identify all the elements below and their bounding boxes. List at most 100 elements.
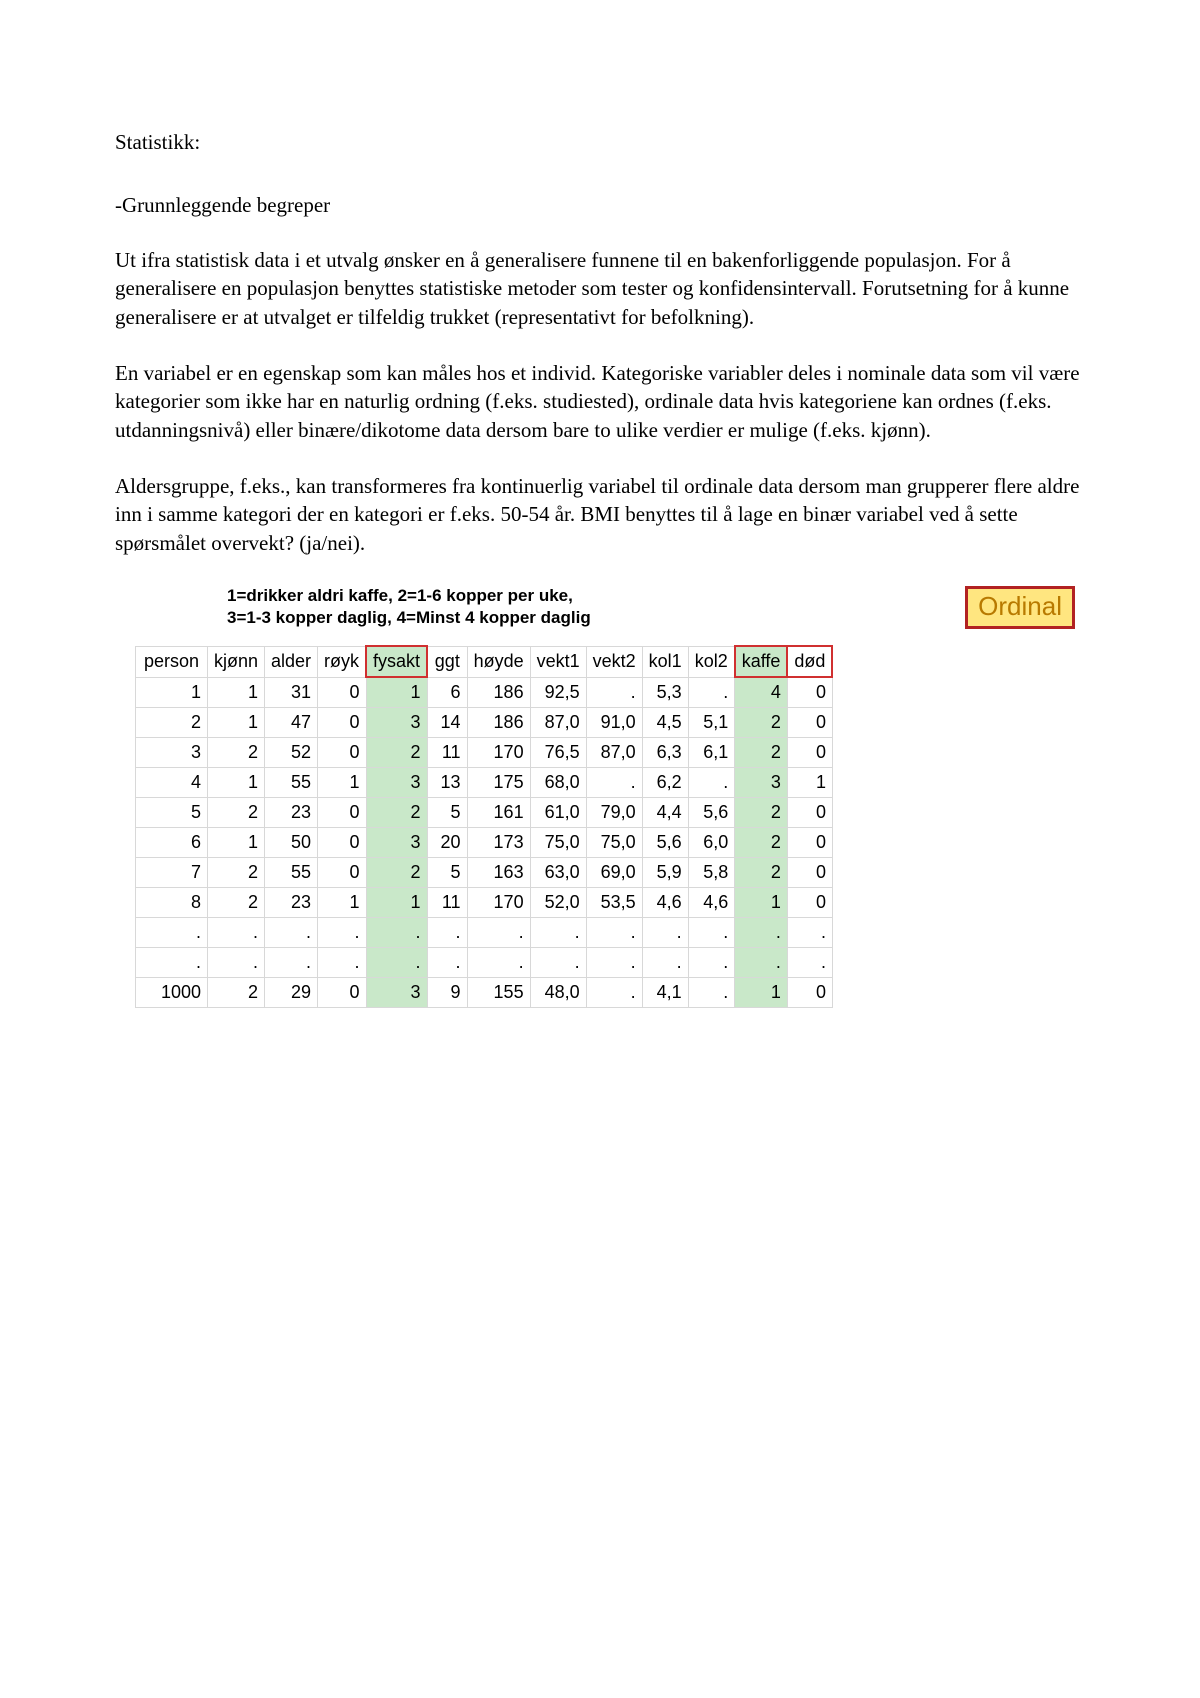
table-row: 725502516363,069,05,95,820 bbox=[136, 858, 833, 888]
cell: . bbox=[366, 948, 427, 978]
cell: 11 bbox=[427, 888, 467, 918]
cell: 1 bbox=[208, 677, 265, 708]
cell: 186 bbox=[467, 708, 530, 738]
page-subtitle: -Grunnleggende begreper bbox=[115, 193, 1085, 218]
table-row: 3252021117076,587,06,36,120 bbox=[136, 738, 833, 768]
col-vekt2: vekt2 bbox=[586, 646, 642, 677]
cell: 4,6 bbox=[642, 888, 688, 918]
cell: 6,1 bbox=[688, 738, 735, 768]
cell: 8 bbox=[136, 888, 208, 918]
cell: 0 bbox=[318, 708, 367, 738]
cell: . bbox=[265, 918, 318, 948]
cell: 2 bbox=[366, 798, 427, 828]
cell: 0 bbox=[787, 708, 832, 738]
cell: 79,0 bbox=[586, 798, 642, 828]
cell: 7 bbox=[136, 858, 208, 888]
cell: 1 bbox=[136, 677, 208, 708]
cell: 2 bbox=[366, 738, 427, 768]
cell: 1 bbox=[787, 768, 832, 798]
cell: 4 bbox=[735, 677, 788, 708]
cell: . bbox=[787, 948, 832, 978]
cell: . bbox=[208, 918, 265, 948]
cell: 55 bbox=[265, 858, 318, 888]
cell: 5,6 bbox=[642, 828, 688, 858]
table-body: 113101618692,5.5,3.402147031418687,091,0… bbox=[136, 677, 833, 1008]
cell: 76,5 bbox=[530, 738, 586, 768]
cell: 0 bbox=[318, 978, 367, 1008]
cell: 61,0 bbox=[530, 798, 586, 828]
cell: . bbox=[427, 918, 467, 948]
cell: 5,6 bbox=[688, 798, 735, 828]
cell: 175 bbox=[467, 768, 530, 798]
cell: 11 bbox=[427, 738, 467, 768]
page-title: Statistikk: bbox=[115, 130, 1085, 155]
cell: 6 bbox=[136, 828, 208, 858]
cell: 55 bbox=[265, 768, 318, 798]
cell: 3 bbox=[366, 708, 427, 738]
cell: 53,5 bbox=[586, 888, 642, 918]
cell: 87,0 bbox=[530, 708, 586, 738]
cell: 1 bbox=[208, 828, 265, 858]
cell: 0 bbox=[787, 888, 832, 918]
cell: . bbox=[427, 948, 467, 978]
col-person: person bbox=[136, 646, 208, 677]
cell: . bbox=[586, 948, 642, 978]
cell: 3 bbox=[366, 768, 427, 798]
table-head: personkjønnalderrøykfysaktggthøydevekt1v… bbox=[136, 646, 833, 677]
col-høyde: høyde bbox=[467, 646, 530, 677]
cell: 6 bbox=[427, 677, 467, 708]
cell: . bbox=[586, 677, 642, 708]
cell: 186 bbox=[467, 677, 530, 708]
cell: 2 bbox=[735, 738, 788, 768]
paragraph-1: Ut ifra statistisk data i et utvalg ønsk… bbox=[115, 246, 1085, 331]
col-kaffe: kaffe bbox=[735, 646, 788, 677]
col-ggt: ggt bbox=[427, 646, 467, 677]
cell: 6,0 bbox=[688, 828, 735, 858]
cell: 1 bbox=[208, 708, 265, 738]
cell: 2 bbox=[208, 978, 265, 1008]
cell: 20 bbox=[427, 828, 467, 858]
cell: 2 bbox=[735, 828, 788, 858]
cell: 23 bbox=[265, 798, 318, 828]
cell: . bbox=[586, 768, 642, 798]
cell: 1 bbox=[366, 677, 427, 708]
paragraph-3: Aldersgruppe, f.eks., kan transformeres … bbox=[115, 472, 1085, 557]
cell: . bbox=[467, 948, 530, 978]
cell: 1 bbox=[208, 768, 265, 798]
cell: . bbox=[688, 948, 735, 978]
cell: . bbox=[265, 948, 318, 978]
table-row: 2147031418687,091,04,55,120 bbox=[136, 708, 833, 738]
table-row: ............. bbox=[136, 948, 833, 978]
cell: . bbox=[688, 978, 735, 1008]
cell: . bbox=[688, 677, 735, 708]
cell: 0 bbox=[787, 738, 832, 768]
cell: 2 bbox=[735, 708, 788, 738]
cell: . bbox=[688, 918, 735, 948]
table-caption-row: 1=drikker aldri kaffe, 2=1-6 kopper per … bbox=[115, 585, 1085, 629]
cell: . bbox=[586, 918, 642, 948]
table-row: 100022903915548,0.4,1.10 bbox=[136, 978, 833, 1008]
table-row: 6150032017375,075,05,66,020 bbox=[136, 828, 833, 858]
cell: 52,0 bbox=[530, 888, 586, 918]
cell: . bbox=[318, 918, 367, 948]
cell: . bbox=[586, 978, 642, 1008]
col-død: død bbox=[787, 646, 832, 677]
cell: 50 bbox=[265, 828, 318, 858]
col-kjønn: kjønn bbox=[208, 646, 265, 677]
cell: 1 bbox=[318, 768, 367, 798]
cell: 0 bbox=[318, 738, 367, 768]
cell: 4,1 bbox=[642, 978, 688, 1008]
cell: 75,0 bbox=[530, 828, 586, 858]
cell: 3 bbox=[136, 738, 208, 768]
cell: 1 bbox=[366, 888, 427, 918]
col-kol2: kol2 bbox=[688, 646, 735, 677]
cell: 2 bbox=[208, 738, 265, 768]
cell: 0 bbox=[787, 828, 832, 858]
cell: 68,0 bbox=[530, 768, 586, 798]
cell: 0 bbox=[318, 858, 367, 888]
data-table: personkjønnalderrøykfysaktggthøydevekt1v… bbox=[135, 645, 833, 1008]
cell: 5,9 bbox=[642, 858, 688, 888]
cell: 2 bbox=[366, 858, 427, 888]
cell: 5,8 bbox=[688, 858, 735, 888]
cell: 69,0 bbox=[586, 858, 642, 888]
